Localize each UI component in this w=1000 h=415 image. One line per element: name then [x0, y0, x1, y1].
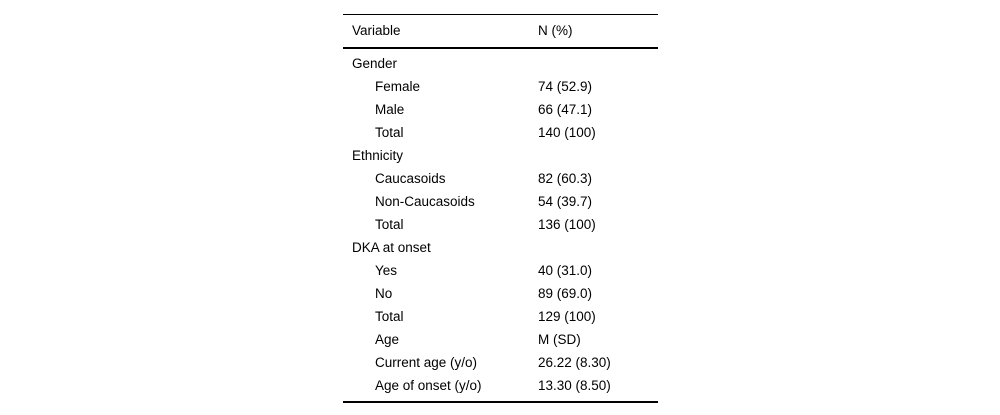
row-value: 40 (31.0): [538, 263, 593, 278]
row-label: Non-Caucasoids: [375, 194, 475, 209]
row-label: Gender: [352, 56, 398, 71]
row-label: Age: [375, 332, 400, 347]
table-row: DKA at onset: [343, 236, 658, 259]
table-row: Total 136 (100): [343, 213, 658, 236]
row-value: 82 (60.3): [538, 171, 593, 186]
row-label: No: [375, 286, 393, 301]
row-value: [538, 144, 658, 167]
table-row: Total 140 (100): [343, 121, 658, 144]
row-value: M (SD): [538, 332, 581, 347]
table-row: Current age (y/o) 26.22 (8.30): [343, 351, 658, 374]
row-label: Total: [375, 125, 404, 140]
table-row: Age of onset (y/o) 13.30 (8.50): [343, 374, 658, 402]
row-value: 13.30 (8.50): [538, 378, 611, 393]
row-label: Male: [375, 102, 405, 117]
column-header-n-percent: N (%): [538, 14, 658, 49]
column-header-variable: Variable: [343, 14, 538, 49]
table-row: No 89 (69.0): [343, 282, 658, 305]
row-label: Caucasoids: [375, 171, 446, 186]
row-label: Yes: [375, 263, 398, 278]
row-value: 26.22 (8.30): [538, 355, 611, 370]
row-label: Ethnicity: [352, 148, 404, 163]
row-value: 74 (52.9): [538, 79, 593, 94]
row-value: [538, 236, 658, 259]
table-row: Male 66 (47.1): [343, 98, 658, 121]
table-row: Non-Caucasoids 54 (39.7): [343, 190, 658, 213]
table-row: Female 74 (52.9): [343, 75, 658, 98]
table-row: Total 129 (100): [343, 305, 658, 328]
header-row: Variable N (%): [343, 14, 658, 49]
row-label: Age of onset (y/o): [375, 378, 482, 393]
table-row: Age M (SD): [343, 328, 658, 351]
row-value: 66 (47.1): [538, 102, 593, 117]
row-label: DKA at onset: [352, 240, 431, 255]
table-body: Gender Female 74 (52.9) Male 66 (47.1) T…: [343, 48, 658, 402]
row-value: [538, 48, 658, 75]
row-value: 129 (100): [538, 309, 596, 324]
table-row: Caucasoids 82 (60.3): [343, 167, 658, 190]
table-row: Ethnicity: [343, 144, 658, 167]
demographics-table: Variable N (%) Gender Female 74 (52.9) M…: [343, 14, 658, 403]
row-label: Current age (y/o): [375, 355, 478, 370]
row-value: 136 (100): [538, 217, 596, 232]
row-value: 89 (69.0): [538, 286, 593, 301]
table-row: Yes 40 (31.0): [343, 259, 658, 282]
table-row: Gender: [343, 48, 658, 75]
row-value: 54 (39.7): [538, 194, 593, 209]
row-label: Total: [375, 217, 404, 232]
row-value: 140 (100): [538, 125, 596, 140]
row-label: Total: [375, 309, 404, 324]
row-label: Female: [375, 79, 421, 94]
table-header: Variable N (%): [343, 14, 658, 49]
